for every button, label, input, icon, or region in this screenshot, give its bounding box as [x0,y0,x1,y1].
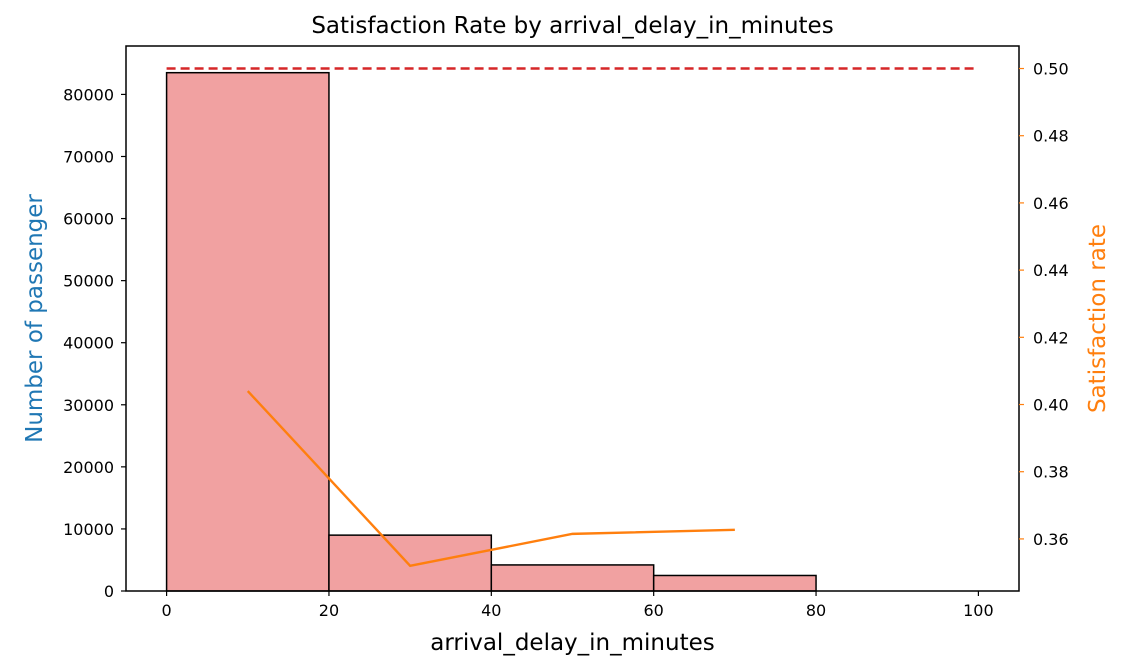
y-left-tick-label: 70000 [63,147,114,166]
y-left-tick-label: 50000 [63,272,114,291]
y-left-tick-label: 80000 [63,85,114,104]
y-left-tick-label: 40000 [63,334,114,353]
x-axis-label: arrival_delay_in_minutes [430,630,715,656]
x-tick-label: 60 [644,601,664,620]
y-axis-left: 0 10000 20000 30000 40000 50000 60000 70000 8000… [63,85,126,601]
histogram-bars [165,71,817,592]
y-left-tick-label: 0 [104,582,114,601]
y-left-tick-label: 20000 [63,458,114,477]
y-axis-right: 0.36 0.38 0.40 0.42 0.44 0.46 0.48 0.50 [1019,60,1069,549]
histogram-bar [165,71,330,592]
y-right-tick-label: 0.44 [1033,261,1069,280]
x-tick-label: 20 [319,601,339,620]
y-right-tick-label: 0.46 [1033,194,1069,213]
histogram-bar [490,564,655,592]
lines-layer [166,67,979,568]
y-left-tick-label: 10000 [63,520,114,539]
histogram-bar [328,534,493,592]
x-tick-label: 40 [481,601,501,620]
satisfaction-rate-line [246,390,735,568]
x-tick-label: 100 [963,601,994,620]
y-right-tick-label: 0.36 [1033,530,1069,549]
y-left-tick-label: 30000 [63,396,114,415]
y-right-tick-label: 0.40 [1033,396,1069,415]
histogram-bar [652,574,817,592]
y-right-tick-label: 0.38 [1033,463,1069,482]
plot-frame [125,45,1020,592]
chart-title: Satisfaction Rate by arrival_delay_in_mi… [311,13,833,39]
y-right-tick-label: 0.50 [1033,60,1069,79]
y-right-tick-label: 0.42 [1033,328,1069,347]
x-tick-label: 0 [161,601,171,620]
y-right-tick-label: 0.48 [1033,127,1069,146]
y-left-tick-label: 60000 [63,210,114,229]
x-axis: 0 20 40 60 80 100 [161,591,994,620]
y-axis-left-label: Number of passenger [22,194,48,443]
x-tick-label: 80 [806,601,826,620]
y-axis-right-label: Satisfaction rate [1085,224,1111,413]
